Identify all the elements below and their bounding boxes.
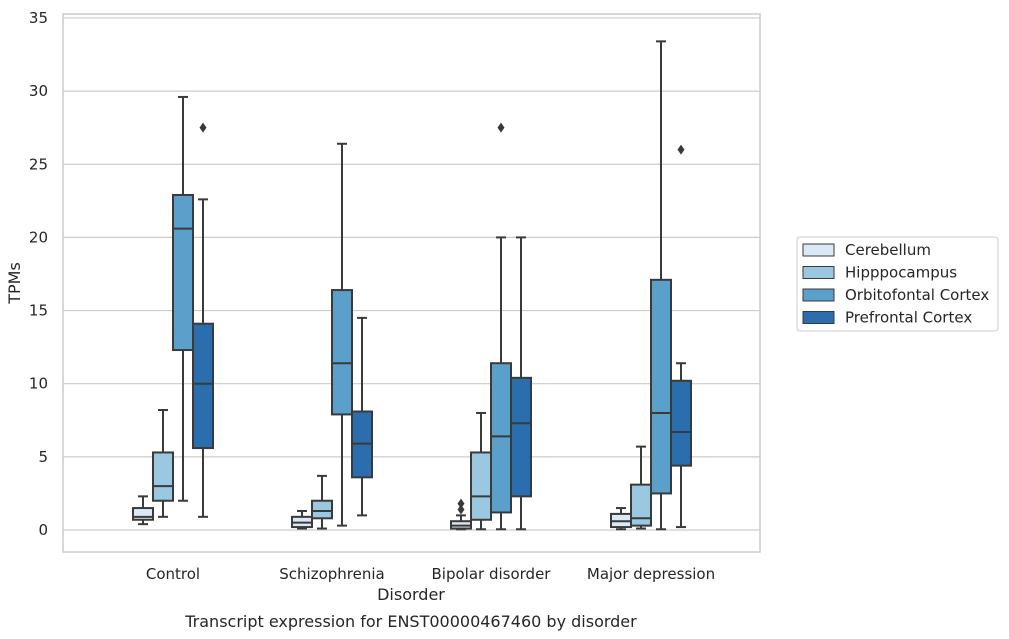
iqr-box [132, 507, 154, 521]
legend-swatch [802, 288, 835, 302]
iqr-box [630, 483, 652, 527]
legend-label: Cerebellum [845, 241, 931, 259]
box-orbitofontal-cortex [490, 122, 512, 531]
legend-label: Prefrontal Cortex [845, 309, 972, 327]
x-axis-label: Disorder [377, 585, 445, 604]
iqr-box [172, 193, 194, 352]
legend-swatch [802, 266, 835, 279]
iqr-box [670, 379, 692, 467]
legend-label: Orbitofontal Cortex [845, 286, 989, 304]
legend-label: Hipppocampus [845, 264, 957, 282]
box-cerebellum [610, 507, 632, 531]
box-prefrontal-cortex [670, 144, 692, 529]
box-prefrontal-cortex [192, 122, 214, 518]
box-cerebellum [450, 498, 472, 531]
box-orbitofontal-cortex [650, 40, 672, 531]
box-cerebellum [132, 495, 154, 526]
x-tick-label: Bipolar disorder [432, 565, 552, 583]
plot-frame [62, 13, 761, 553]
box-hipppocampus [311, 474, 333, 530]
y-tick-labels: 0 5 10 15 20 25 30 35 [29, 9, 48, 539]
x-tick-label: Schizophrenia [279, 565, 384, 583]
iqr-box [311, 499, 333, 520]
outlier-point [199, 122, 207, 133]
y-tick-label: 30 [29, 82, 48, 100]
box-hipppocampus [630, 445, 652, 530]
boxes [132, 40, 692, 531]
y-tick-label: 20 [29, 228, 48, 246]
iqr-box [650, 278, 672, 495]
iqr-box [490, 362, 512, 514]
x-tick-label: Control [146, 565, 200, 583]
iqr-box [510, 376, 532, 498]
box-prefrontal-cortex [510, 236, 532, 531]
x-tick-label: Major depression [587, 565, 715, 583]
y-axis-label: TPMs [5, 262, 24, 305]
legend-swatch [802, 243, 835, 257]
iqr-box [192, 322, 214, 450]
box-cerebellum [291, 509, 313, 530]
box-orbitofontal-cortex [172, 95, 194, 502]
box-hipppocampus [152, 409, 174, 518]
y-tick-label: 10 [29, 375, 48, 393]
iqr-box [152, 451, 174, 502]
iqr-box [331, 289, 353, 416]
y-tick-label: 25 [29, 155, 48, 173]
iqr-box [470, 451, 492, 521]
outlier-point [457, 504, 465, 515]
outlier-point [677, 144, 685, 155]
box-orbitofontal-cortex [331, 142, 353, 527]
box-prefrontal-cortex [351, 316, 373, 517]
y-tick-label: 5 [38, 448, 48, 466]
y-tick-label: 35 [29, 9, 48, 27]
chart-caption: Transcript expression for ENST0000046746… [184, 612, 637, 631]
legend-frame [796, 236, 999, 332]
y-tick-label: 15 [29, 302, 48, 320]
x-tick-labels: Control Schizophrenia Bipolar disorder Majo… [146, 565, 715, 583]
y-tick-label: 0 [38, 521, 48, 539]
outlier-point [497, 122, 505, 133]
outlier-point [457, 498, 465, 509]
legend-swatch [802, 311, 835, 324]
box-hipppocampus [470, 411, 492, 531]
legend: Cerebellum Hipppocampus Orbitofontal Corte… [796, 236, 999, 332]
